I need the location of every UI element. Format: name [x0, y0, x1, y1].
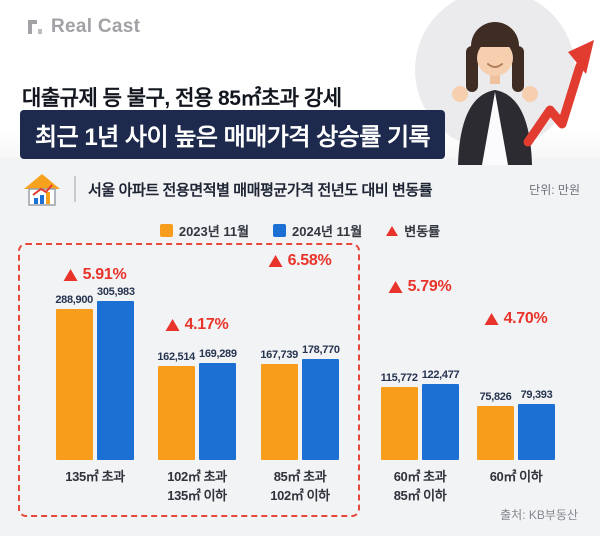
up-triangle-icon [63, 269, 78, 281]
legend-item-2023: 2023년 11월 [159, 221, 250, 240]
bar-2023 [260, 364, 298, 460]
up-triangle-icon [388, 281, 403, 293]
value-label-2024: 178,770 [302, 344, 340, 356]
bar-2023 [477, 406, 514, 460]
legend-item-2024: 2024년 11월 [273, 221, 362, 240]
realcast-logo: Real Cast [26, 16, 140, 38]
realcast-logo-icon [28, 20, 42, 34]
bar-group-102-135: 4.17% 162,514 169,289 102㎡ 초과 135㎡ 이하 [155, 316, 239, 503]
value-label-2024: 122,477 [421, 369, 460, 381]
category-label: 85㎡ 초과 102㎡ 이하 [270, 469, 330, 503]
category-label: 60㎡ 이하 [489, 469, 543, 484]
realcast-logo-text: Real Cast [51, 16, 141, 37]
value-label-2023: 75,826 [479, 391, 512, 403]
bar-2023 [157, 366, 195, 460]
bar-2023 [55, 309, 93, 460]
bar-group-under-60: 4.70% 75,826 79,393 60㎡ 이하 [474, 310, 558, 484]
source-label: 출처: KB부동산 [500, 508, 578, 522]
person-illustration [452, 22, 538, 165]
value-label-2023: 288,900 [55, 294, 93, 306]
change-rate-label: 5.91% [63, 266, 127, 284]
change-rate-value: 6.58% [287, 252, 332, 269]
unit-label: 단위: 만원 [529, 182, 580, 197]
headline-line1: 대출규제 등 불구, 전용 85㎡초과 강세 [22, 87, 342, 110]
subtitle-divider [74, 176, 76, 202]
value-label-2023: 167,739 [260, 349, 298, 361]
change-rate-label: 4.17% [165, 316, 229, 334]
legend-item-change: 변동률 [386, 221, 440, 240]
up-triangle-icon [268, 255, 283, 267]
change-rate-label: 5.79% [388, 278, 452, 296]
chart-legend: 2023년 11월 2024년 11월 변동률 [0, 221, 600, 240]
rising-arrow-icon [523, 40, 594, 147]
change-rate-value: 5.79% [407, 278, 452, 295]
legend-swatch-2024-icon [273, 224, 287, 237]
legend-label-change: 변동률 [404, 224, 441, 239]
category-label: 135㎡ 초과 [65, 469, 125, 484]
legend-swatch-2023-icon [159, 224, 173, 237]
bar-2024 [199, 363, 237, 460]
legend-label-2023: 2023년 11월 [178, 224, 250, 239]
chart-subtitle: 서울 아파트 전용면적별 매매평균가격 전년도 대비 변동률 [88, 181, 433, 199]
bar-2024 [518, 404, 555, 460]
category-label: 60㎡ 초과 85㎡ 이하 [393, 469, 447, 503]
bar-2024 [422, 384, 460, 460]
up-triangle-icon [484, 313, 499, 325]
bar-group-60-85: 5.79% 115,772 122,477 60㎡ 초과 85㎡ 이하 [378, 278, 462, 503]
value-label-2023: 162,514 [157, 351, 195, 363]
value-label-2024: 305,983 [97, 286, 135, 298]
up-triangle-icon [386, 225, 399, 236]
up-triangle-icon [165, 319, 180, 331]
person-photo [415, 0, 594, 165]
value-label-2024: 169,289 [199, 348, 237, 360]
change-rate-value: 5.91% [82, 266, 127, 283]
legend-label-2024: 2024년 11월 [292, 224, 363, 239]
bar-2024 [302, 359, 340, 460]
bar-group-85-102: 6.58% 167,739 178,770 85㎡ 초과 102㎡ 이하 [258, 252, 342, 503]
chart-subtitle-row: 서울 아파트 전용면적별 매매평균가격 전년도 대비 변동률 단위: 만원 [20, 166, 580, 212]
bar-2023 [380, 387, 418, 460]
headline-line2: 최근 1년 사이 높은 매매가격 상승률 기록 [35, 124, 431, 151]
change-rate-label: 4.70% [484, 310, 548, 328]
bar-2024 [97, 301, 135, 460]
value-label-2023: 115,772 [380, 372, 418, 384]
change-rate-value: 4.70% [503, 310, 548, 327]
change-rate-label: 6.58% [268, 252, 332, 270]
headline-line2-box: 최근 1년 사이 높은 매매가격 상승률 기록 [20, 110, 446, 159]
value-label-2024: 79,393 [520, 389, 553, 401]
category-label: 102㎡ 초과 135㎡ 이하 [167, 469, 227, 503]
change-rate-value: 4.17% [184, 316, 229, 333]
highlight-box [18, 243, 360, 517]
house-chart-icon [24, 174, 60, 206]
bar-group-over-135: 5.91% 288,900 305,983 135㎡ 초과 [53, 266, 137, 484]
